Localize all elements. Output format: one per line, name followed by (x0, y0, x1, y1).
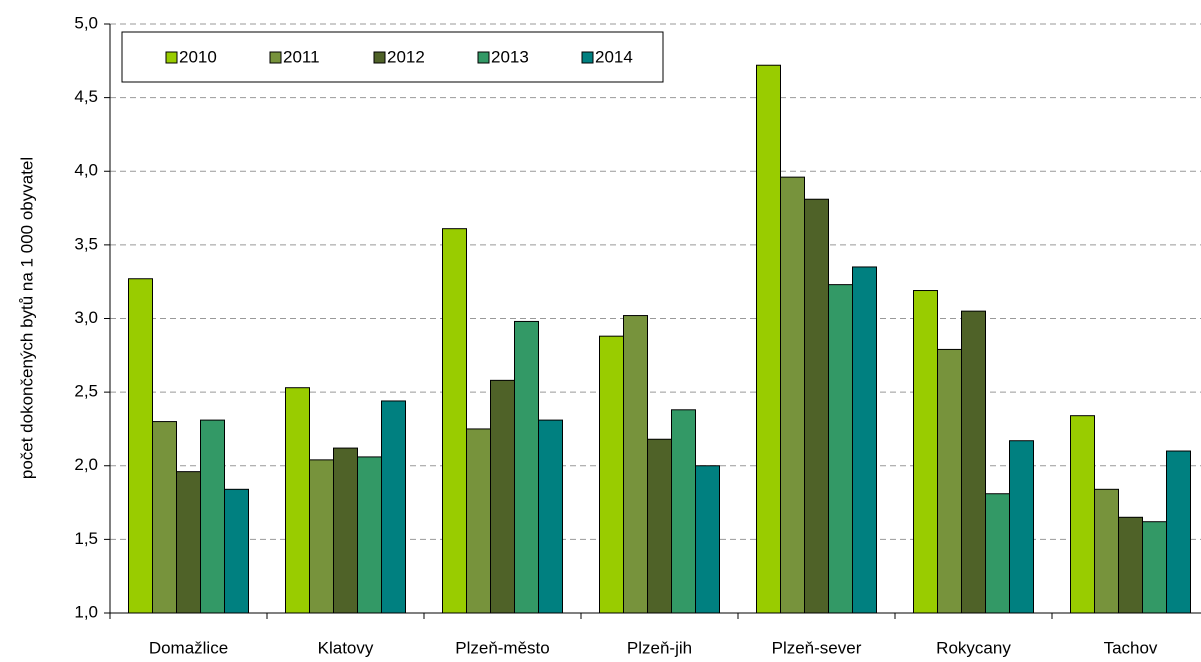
bar (442, 228, 467, 614)
legend-label: 2012 (387, 47, 425, 66)
legend-box (121, 31, 664, 83)
bar (647, 438, 672, 614)
bar (152, 421, 177, 614)
bar (1070, 415, 1095, 614)
y-tick-label: 1,5 (74, 529, 98, 548)
legend-label: 2014 (595, 47, 633, 66)
legend-swatch (269, 51, 282, 64)
y-tick-label: 3,5 (74, 234, 98, 253)
bar (671, 409, 696, 614)
x-tick-label: Plzeň-sever (772, 638, 862, 657)
legend-label: 2013 (491, 47, 529, 66)
bar (176, 471, 201, 614)
bar (128, 278, 153, 614)
legend-label: 2011 (283, 47, 320, 66)
y-tick-label: 4,0 (74, 161, 98, 180)
bar (937, 348, 962, 614)
y-tick-label: 4,5 (74, 87, 98, 106)
bar (466, 428, 491, 614)
bar (357, 456, 382, 614)
bar (599, 335, 624, 614)
bar (309, 459, 334, 614)
x-tick-label: Tachov (1104, 638, 1158, 657)
bar (804, 198, 829, 614)
bar (623, 315, 648, 614)
bar (1118, 516, 1143, 614)
x-tick-label: Plzeň-město (455, 638, 549, 657)
x-tick-label: Plzeň-jih (627, 638, 692, 657)
bar (913, 290, 938, 614)
bar (985, 493, 1010, 614)
bar (200, 419, 225, 614)
y-tick-label: 5,0 (74, 13, 98, 32)
y-axis-label: počet dokončených bytů na 1 000 obyvatel (17, 157, 36, 479)
bar (852, 266, 877, 614)
bar (756, 64, 781, 614)
x-tick-label: Klatovy (318, 638, 374, 657)
bar (538, 419, 563, 614)
legend-swatch (581, 51, 594, 64)
y-tick-label: 2,5 (74, 382, 98, 401)
bar (490, 379, 515, 614)
bar (828, 284, 853, 614)
bar (695, 465, 720, 614)
bar (1166, 450, 1191, 614)
y-tick-label: 2,0 (74, 455, 98, 474)
bar (1009, 440, 1034, 614)
bar (1142, 521, 1167, 614)
y-tick-label: 1,0 (74, 602, 98, 621)
bar (333, 447, 358, 614)
x-tick-label: Domažlice (149, 638, 228, 657)
bar (381, 400, 406, 614)
bar (285, 387, 310, 614)
y-tick-label: 3,0 (74, 308, 98, 327)
legend-swatch (373, 51, 386, 64)
bar (514, 320, 539, 614)
x-tick-label: Rokycany (936, 638, 1011, 657)
bar (1094, 488, 1119, 614)
legend-swatch (477, 51, 490, 64)
legend-swatch (165, 51, 178, 64)
legend-label: 2010 (179, 47, 217, 66)
bar (224, 488, 249, 614)
bar (780, 176, 805, 614)
bar (961, 310, 986, 614)
